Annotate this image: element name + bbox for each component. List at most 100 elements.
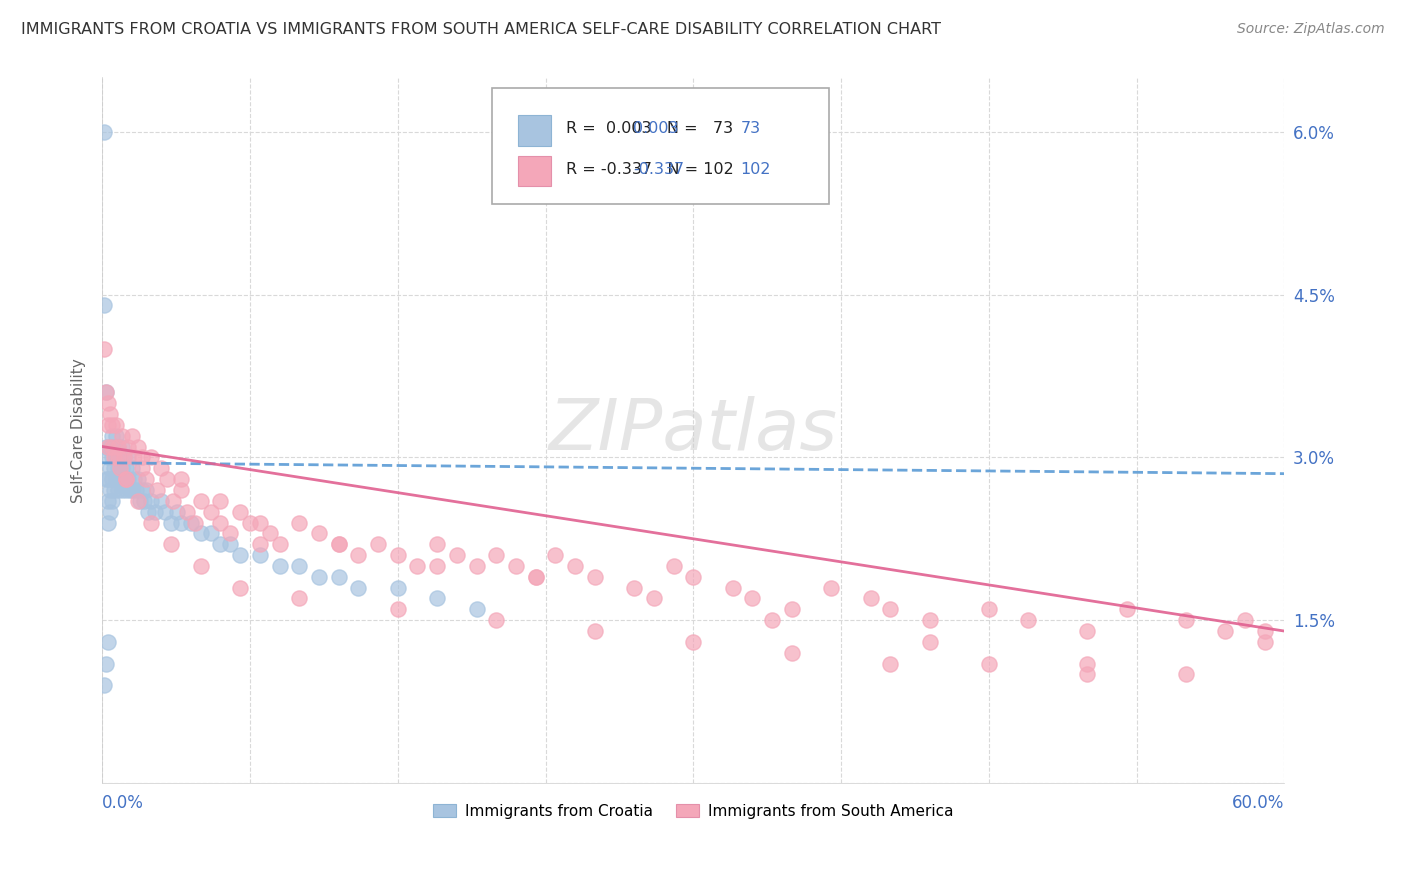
Point xyxy=(94,385,117,400)
Point xyxy=(1076,624,1098,638)
Point xyxy=(115,472,138,486)
FancyBboxPatch shape xyxy=(492,88,830,204)
Point xyxy=(583,570,606,584)
Point xyxy=(97,396,120,410)
Point xyxy=(115,461,138,475)
Point xyxy=(145,505,167,519)
Point xyxy=(117,450,139,465)
Point xyxy=(859,591,882,606)
Point xyxy=(108,461,131,475)
Point xyxy=(426,591,449,606)
Point xyxy=(160,537,183,551)
Point xyxy=(879,657,901,671)
Point xyxy=(118,483,141,497)
Point xyxy=(662,558,685,573)
Point xyxy=(170,516,193,530)
Point xyxy=(105,417,128,432)
Point xyxy=(259,526,281,541)
Point xyxy=(918,635,941,649)
Point xyxy=(101,440,124,454)
Point xyxy=(97,450,120,465)
Point xyxy=(121,428,143,442)
Point xyxy=(132,493,155,508)
Point xyxy=(150,493,173,508)
Point xyxy=(107,440,129,454)
Point xyxy=(288,558,311,573)
Point xyxy=(308,526,330,541)
Point xyxy=(98,440,121,454)
Point xyxy=(112,450,135,465)
Point xyxy=(1254,635,1277,649)
Text: ZIPatlas: ZIPatlas xyxy=(548,396,838,465)
Point xyxy=(176,505,198,519)
Text: 0.0%: 0.0% xyxy=(103,794,143,812)
Point xyxy=(141,516,163,530)
Point xyxy=(288,516,311,530)
Point xyxy=(780,602,803,616)
Point xyxy=(146,483,169,497)
Point xyxy=(190,493,212,508)
Point xyxy=(682,570,704,584)
Point xyxy=(682,635,704,649)
Point xyxy=(387,581,409,595)
Point xyxy=(98,407,121,421)
Point xyxy=(347,581,370,595)
Point xyxy=(93,678,115,692)
Point xyxy=(131,461,153,475)
Point xyxy=(918,613,941,627)
Point xyxy=(93,342,115,356)
Point xyxy=(170,472,193,486)
Point xyxy=(426,558,449,573)
Point xyxy=(128,493,150,508)
Point xyxy=(200,526,222,541)
Bar xyxy=(519,155,551,186)
Point xyxy=(127,472,149,486)
Point xyxy=(190,558,212,573)
Point xyxy=(446,548,468,562)
Point xyxy=(1213,624,1236,638)
Point xyxy=(97,493,120,508)
Point xyxy=(111,461,134,475)
Point xyxy=(308,570,330,584)
Point xyxy=(103,461,125,475)
Point xyxy=(131,483,153,497)
Point xyxy=(249,537,271,551)
Point xyxy=(269,558,291,573)
Point xyxy=(288,591,311,606)
Point xyxy=(108,472,131,486)
Point xyxy=(209,537,232,551)
Point xyxy=(249,516,271,530)
Point xyxy=(741,591,763,606)
Text: 73: 73 xyxy=(741,121,761,136)
Point xyxy=(367,537,389,551)
Point xyxy=(328,537,350,551)
Point xyxy=(820,581,842,595)
Point xyxy=(761,613,783,627)
Point xyxy=(209,493,232,508)
Point xyxy=(105,428,128,442)
Point xyxy=(721,581,744,595)
Point xyxy=(101,428,124,442)
Point xyxy=(387,602,409,616)
Point xyxy=(141,450,163,465)
Point xyxy=(209,516,232,530)
Point xyxy=(219,526,242,541)
Point xyxy=(115,483,138,497)
Point xyxy=(269,537,291,551)
Point xyxy=(105,450,128,465)
Point xyxy=(387,548,409,562)
Point xyxy=(1076,667,1098,681)
Point xyxy=(150,461,173,475)
Point xyxy=(122,450,145,465)
Point xyxy=(505,558,527,573)
Point xyxy=(583,624,606,638)
Point xyxy=(127,440,149,454)
Point xyxy=(465,558,488,573)
Point xyxy=(107,450,129,465)
Point xyxy=(112,450,135,465)
Point xyxy=(131,450,153,465)
Point xyxy=(93,298,115,312)
Y-axis label: Self-Care Disability: Self-Care Disability xyxy=(72,358,86,502)
Point xyxy=(219,537,242,551)
Bar xyxy=(519,115,551,146)
